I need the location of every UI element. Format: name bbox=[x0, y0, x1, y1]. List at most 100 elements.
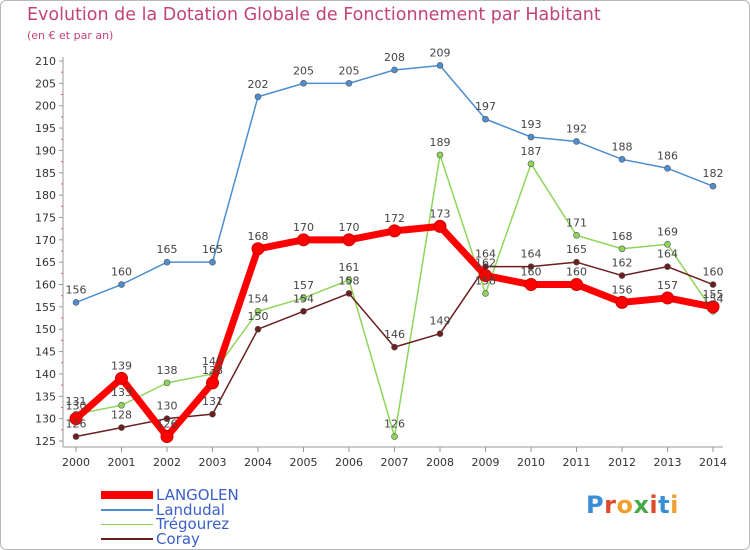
data-point-langolen bbox=[206, 376, 219, 390]
data-point-landudal bbox=[209, 258, 216, 266]
data-point-tregourez bbox=[618, 245, 626, 253]
data-point-langolen bbox=[433, 219, 447, 233]
x-tick-label: 2009 bbox=[472, 456, 500, 469]
data-point-coray bbox=[118, 424, 125, 431]
legend-item-langolen: LANGOLEN bbox=[101, 488, 239, 503]
logo-letter: i bbox=[670, 491, 679, 519]
data-label-landudal: 192 bbox=[566, 122, 587, 135]
data-point-coray bbox=[527, 263, 535, 270]
x-tick-label: 2003 bbox=[199, 456, 227, 469]
data-label-langolen: 126 bbox=[157, 418, 178, 431]
data-label-tregourez: 154 bbox=[248, 292, 269, 305]
data-label-coray: 164 bbox=[657, 248, 678, 261]
data-point-landudal bbox=[618, 156, 626, 163]
data-label-tregourez: 126 bbox=[384, 418, 405, 431]
data-point-langolen bbox=[297, 233, 310, 247]
legend-item-tregourez: Trégourez bbox=[101, 517, 239, 532]
data-point-landudal bbox=[709, 182, 717, 190]
data-label-tregourez: 133 bbox=[111, 386, 132, 399]
logo-letter: x bbox=[633, 491, 650, 519]
data-point-landudal bbox=[391, 66, 398, 74]
y-tick-label: 130 bbox=[35, 413, 56, 426]
data-labels: 130 139 126 138 168 170 170 172 173 162 160 160 156 1… bbox=[66, 46, 724, 430]
y-tick-label: 160 bbox=[35, 279, 56, 292]
data-point-langolen bbox=[69, 412, 83, 426]
data-point-tregourez bbox=[391, 433, 398, 440]
data-label-landudal: 205 bbox=[339, 64, 360, 77]
data-point-coray bbox=[300, 308, 307, 315]
legend-swatch-coray bbox=[101, 538, 153, 540]
data-label-langolen: 173 bbox=[430, 207, 451, 220]
legend-swatch-tregourez bbox=[101, 523, 153, 525]
x-tick-label: 2010 bbox=[517, 456, 545, 469]
data-point-landudal bbox=[527, 133, 535, 141]
x-tick-label: 2002 bbox=[153, 456, 181, 469]
data-label-tregourez: 161 bbox=[339, 261, 360, 274]
legend-label-coray: Coray bbox=[156, 529, 200, 548]
legend: LANGOLEN Landudal Trégourez Coray bbox=[101, 488, 239, 546]
data-label-landudal: 193 bbox=[521, 118, 542, 131]
data-point-coray bbox=[209, 410, 216, 418]
legend-label-langolen: LANGOLEN bbox=[156, 486, 239, 505]
data-point-tregourez bbox=[664, 240, 671, 248]
data-point-langolen bbox=[115, 371, 128, 385]
data-point-tregourez bbox=[482, 290, 489, 297]
series-layer bbox=[69, 62, 720, 444]
data-point-landudal bbox=[300, 80, 307, 87]
data-label-tregourez: 158 bbox=[475, 274, 496, 287]
data-point-coray bbox=[254, 325, 262, 333]
data-point-landudal bbox=[163, 258, 171, 266]
data-label-coray: 158 bbox=[339, 274, 360, 287]
data-label-langolen: 162 bbox=[475, 257, 496, 270]
data-point-tregourez bbox=[345, 276, 353, 284]
x-tick-label: 2005 bbox=[290, 456, 318, 469]
y-tick-label: 210 bbox=[35, 55, 56, 68]
y-tick-label: 135 bbox=[35, 390, 56, 403]
x-tick-label: 2004 bbox=[244, 456, 272, 469]
chart-title: Evolution de la Dotation Globale de Fonc… bbox=[27, 5, 601, 25]
chart-subtitle: (en € et par an) bbox=[27, 29, 114, 42]
legend-swatch-langolen bbox=[101, 491, 153, 500]
data-point-langolen bbox=[160, 430, 174, 444]
data-label-langolen: 160 bbox=[521, 266, 542, 279]
x-tick-label: 2014 bbox=[699, 456, 727, 469]
data-label-coray: 126 bbox=[66, 418, 87, 431]
data-label-coray: 154 bbox=[293, 292, 314, 305]
x-tick-label: 2006 bbox=[335, 456, 363, 469]
logo-letter: t bbox=[658, 491, 671, 519]
data-label-tregourez: 154 bbox=[703, 292, 724, 305]
data-label-langolen: 139 bbox=[111, 359, 132, 372]
y-tick-label: 145 bbox=[35, 346, 56, 359]
series-langolen bbox=[69, 219, 720, 444]
data-point-landudal bbox=[254, 93, 262, 101]
data-point-langolen bbox=[524, 278, 538, 292]
y-tick-label: 170 bbox=[35, 234, 56, 247]
data-point-coray bbox=[573, 258, 580, 266]
data-label-landudal: 197 bbox=[475, 100, 496, 113]
data-label-tregourez: 131 bbox=[66, 395, 87, 408]
data-label-langolen: 156 bbox=[612, 283, 633, 296]
data-label-landudal: 208 bbox=[384, 51, 405, 64]
data-label-coray: 164 bbox=[521, 248, 542, 261]
legend-swatch-landudal bbox=[101, 509, 153, 511]
y-tick-label: 125 bbox=[35, 435, 56, 448]
data-point-langolen bbox=[615, 295, 629, 309]
data-point-coray bbox=[664, 263, 671, 270]
data-point-tregourez bbox=[436, 151, 444, 159]
legend-item-coray: Coray bbox=[101, 529, 239, 548]
data-point-landudal bbox=[345, 80, 353, 87]
data-label-landudal: 209 bbox=[430, 46, 451, 59]
y-tick-label: 180 bbox=[35, 189, 56, 202]
legend-label-landudal: Landudal bbox=[156, 500, 225, 519]
data-point-coray bbox=[163, 415, 171, 422]
data-point-langolen bbox=[706, 300, 720, 314]
data-label-landudal: 202 bbox=[248, 78, 269, 91]
data-label-coray: 160 bbox=[703, 266, 724, 279]
series-landudal bbox=[72, 62, 717, 306]
y-tick-label: 195 bbox=[35, 122, 56, 135]
data-label-langolen: 155 bbox=[703, 288, 724, 301]
data-point-coray bbox=[709, 281, 717, 288]
data-label-landudal: 186 bbox=[657, 149, 678, 162]
